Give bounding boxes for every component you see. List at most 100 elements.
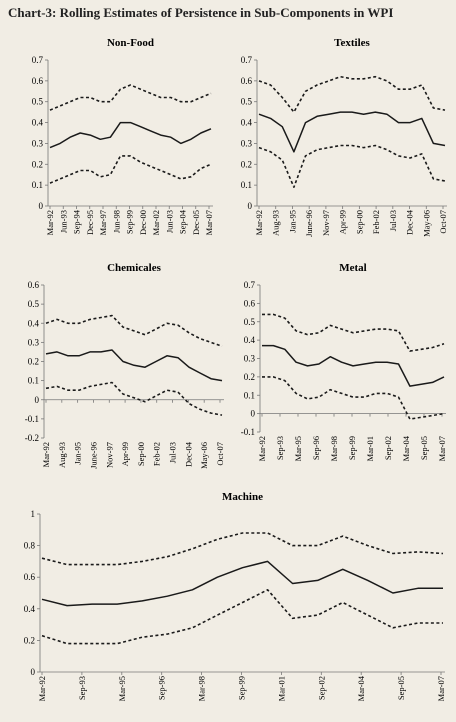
x-tick-label: Mar-98 — [197, 676, 207, 701]
y-tick-label: 0.4 — [32, 118, 44, 128]
y-tick-label: -0.1 — [25, 414, 39, 424]
series-line-band — [262, 313, 445, 352]
x-tick-label: Aug-93 — [57, 442, 67, 468]
y-tick-label: 0.1 — [28, 376, 39, 386]
y-tick-label: 0 — [35, 395, 40, 405]
x-tick-label: Jan-95 — [287, 210, 297, 233]
y-tick-label: 0.3 — [244, 354, 256, 364]
y-tick-label: 0.5 — [28, 299, 40, 309]
x-tick-label: Mar-97 — [98, 210, 108, 235]
y-tick-label: 0.4 — [241, 118, 253, 128]
panel-title: Textiles — [334, 37, 370, 49]
x-tick-label: Mar-92 — [41, 442, 51, 467]
x-tick-label: Jul-03 — [168, 442, 178, 463]
series-line-estimate — [262, 344, 445, 387]
series-line-band — [41, 532, 444, 566]
y-tick-label: 0.2 — [28, 357, 39, 367]
chart-panel: Machine 0 0.2 0.4 0.6 0.8 1 Mar-92 Sep-93 Mar-95 S… — [24, 491, 446, 701]
x-tick-label: Sep-96 — [311, 436, 321, 460]
y-tick-label: 0.7 — [32, 55, 44, 65]
x-tick-label: Jun-93 — [58, 210, 68, 233]
x-tick-label: Dec-00 — [138, 210, 148, 235]
x-tick-label: Jun-03 — [164, 210, 174, 233]
series-line-estimate — [49, 121, 212, 149]
y-tick-label: 0.1 — [32, 180, 43, 190]
x-tick-label: May-06 — [199, 442, 209, 469]
chart-panel: Metal -0.1 0 0.1 0.2 0.3 0.4 0.5 0.6 0.7 Mar-92 Sep… — [241, 262, 447, 461]
y-tick-label: 0.1 — [241, 180, 252, 190]
y-tick-label: 1 — [31, 509, 36, 519]
x-tick-label: June-96 — [304, 210, 314, 237]
x-tick-label: Mar-98 — [329, 436, 339, 461]
series-line-band — [258, 144, 446, 188]
x-tick-label: Mar-02 — [151, 210, 161, 235]
x-tick-label: Mar-95 — [293, 436, 303, 461]
x-tick-label: Oct-07 — [438, 210, 448, 234]
x-tick-label: Oct-07 — [215, 442, 225, 466]
x-tick-label: Mar-07 — [437, 436, 447, 461]
y-tick-label: 0.5 — [32, 97, 44, 107]
panel-title: Non-Food — [107, 37, 154, 49]
y-tick-label: 0.5 — [241, 97, 253, 107]
x-tick-label: Sep-93 — [77, 676, 87, 700]
x-tick-label: Nov-97 — [321, 210, 331, 236]
x-tick-label: Feb-02 — [152, 442, 162, 466]
x-tick-label: Mar-07 — [436, 676, 446, 701]
x-tick-label: Mar-04 — [401, 435, 411, 461]
series-line-band — [45, 314, 223, 347]
y-tick-label: 0.3 — [28, 337, 40, 347]
panel-title: Metal — [339, 262, 366, 274]
y-tick-label: 0.6 — [24, 572, 36, 582]
y-tick-label: -0.1 — [241, 427, 255, 437]
y-tick-label: 0.4 — [24, 604, 36, 614]
x-tick-label: Apr-99 — [120, 442, 130, 466]
x-tick-label: Sep-00 — [136, 442, 146, 466]
chart-panel: Textiles 0 0.1 0.2 0.3 0.4 0.5 0.6 0.7 Mar-92 Aug-… — [241, 37, 448, 237]
x-tick-label: Aug-93 — [271, 210, 281, 236]
x-tick-label: Sep-99 — [237, 676, 247, 700]
y-tick-label: -0.2 — [25, 433, 39, 443]
series-line-estimate — [45, 349, 223, 382]
y-tick-label: 0.7 — [244, 280, 256, 290]
panel-title: Machine — [222, 491, 263, 503]
x-tick-label: Mar-92 — [45, 210, 55, 235]
y-tick-label: 0.4 — [28, 318, 40, 328]
y-tick-label: 0 — [31, 667, 36, 677]
series-line-band — [49, 155, 212, 184]
series-line-estimate — [258, 111, 446, 153]
x-tick-label: Sep-99 — [125, 210, 135, 234]
y-tick-label: 0.2 — [32, 159, 43, 169]
y-tick-label: 0.5 — [244, 317, 256, 327]
y-tick-label: 0.2 — [241, 159, 252, 169]
series-line-band — [45, 381, 223, 416]
x-tick-label: Jan-95 — [73, 442, 83, 465]
panel-title: Chemicales — [107, 262, 161, 274]
y-tick-label: 0.1 — [244, 390, 255, 400]
x-tick-label: Sep-05 — [419, 436, 429, 460]
series-line-band — [49, 84, 212, 111]
x-tick-label: Sep-94 — [72, 209, 82, 234]
x-tick-label: Nov-97 — [104, 442, 114, 468]
figure-title: Chart-3: Rolling Estimates of Persistenc… — [8, 5, 394, 20]
x-tick-label: Dec-04 — [183, 441, 193, 467]
x-tick-label: Sep-02 — [383, 436, 393, 460]
x-tick-label: Mar-07 — [204, 210, 214, 235]
y-tick-label: 0.2 — [244, 372, 255, 382]
x-tick-label: Sep-93 — [275, 436, 285, 460]
x-tick-label: Sep-04 — [178, 209, 188, 234]
series-line-band — [258, 75, 446, 113]
y-tick-label: 0.6 — [28, 280, 40, 290]
y-tick-label: 0.6 — [244, 298, 256, 308]
x-tick-label: Mar-04 — [356, 675, 366, 701]
y-tick-label: 0.2 — [24, 635, 35, 645]
x-tick-label: Mar-01 — [276, 676, 286, 701]
x-tick-label: Mar-92 — [254, 210, 264, 235]
x-tick-label: Mar-92 — [37, 676, 47, 701]
x-tick-label: Apr-99 — [338, 210, 348, 234]
x-tick-label: Sep-96 — [157, 676, 167, 700]
x-tick-label: Sep-00 — [354, 210, 364, 234]
chart-panel: Chemicales -0.2 -0.1 0 0.1 0.2 0.3 0.4 0.5 0.6 Mar… — [25, 262, 225, 469]
